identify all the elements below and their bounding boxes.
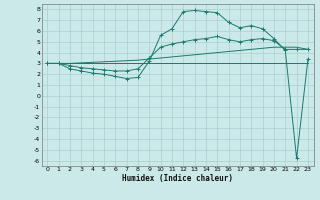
- X-axis label: Humidex (Indice chaleur): Humidex (Indice chaleur): [122, 174, 233, 183]
